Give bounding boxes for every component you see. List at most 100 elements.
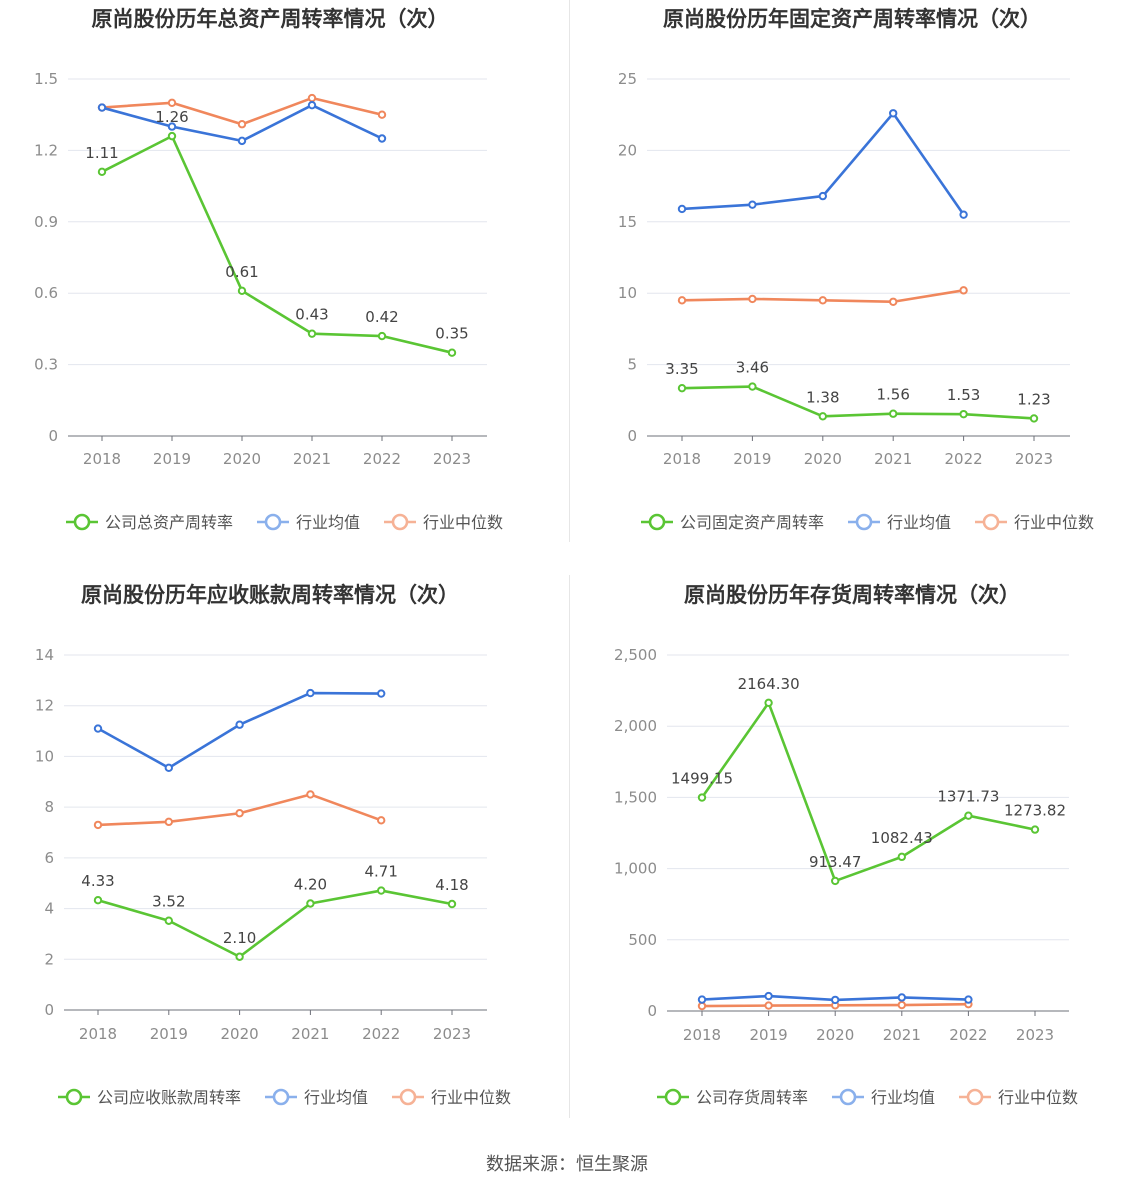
data-point[interactable] [93, 896, 103, 905]
data-point[interactable] [307, 93, 317, 103]
data-point[interactable] [697, 995, 707, 1004]
data-point[interactable] [447, 348, 457, 357]
y-tick-label: 4 [44, 900, 54, 918]
data-point[interactable] [831, 876, 840, 886]
data-point[interactable] [677, 383, 687, 393]
data-point[interactable] [764, 698, 773, 708]
legend-label: 行业中位数 [431, 1088, 511, 1107]
data-point[interactable] [306, 790, 315, 799]
data-point[interactable] [235, 809, 244, 818]
data-point[interactable] [237, 136, 247, 146]
data-point[interactable] [97, 167, 107, 177]
data-label: 3.35 [665, 360, 698, 378]
data-point[interactable] [164, 916, 174, 925]
data-point[interactable] [677, 204, 687, 214]
data-point[interactable] [306, 688, 315, 698]
data-point[interactable] [237, 120, 247, 129]
y-tick-label: 8 [44, 798, 54, 816]
data-label: 1499.15 [671, 770, 733, 788]
legend-circle-icon [982, 513, 1000, 531]
data-point[interactable] [377, 134, 387, 143]
data-label: 1273.82 [1004, 802, 1066, 820]
legend-item[interactable]: 行业均值 [257, 513, 360, 532]
legend-item[interactable]: 公司应收账款周转率 [58, 1088, 241, 1107]
data-point[interactable] [831, 995, 840, 1005]
data-point[interactable] [964, 811, 973, 820]
legend-item[interactable]: 行业中位数 [384, 513, 503, 532]
data-point[interactable] [447, 899, 457, 909]
data-point[interactable] [237, 286, 247, 296]
data-point[interactable] [889, 109, 898, 118]
data-point[interactable] [164, 817, 174, 827]
series-line [97, 889, 453, 959]
x-tick-label: 2019 [150, 1025, 188, 1043]
data-point[interactable] [748, 294, 757, 304]
data-point[interactable] [959, 286, 968, 295]
data-point[interactable] [818, 191, 828, 201]
legend-label: 行业中位数 [423, 513, 503, 532]
data-point[interactable] [818, 296, 828, 305]
data-point[interactable] [377, 886, 386, 895]
data-point[interactable] [235, 720, 244, 729]
data-point[interactable] [889, 409, 898, 418]
legend-item[interactable]: 行业中位数 [959, 1088, 1078, 1107]
legend-item[interactable]: 公司存货周转率 [657, 1088, 808, 1107]
data-point[interactable] [235, 952, 244, 961]
data-point[interactable] [897, 1000, 906, 1010]
data-point[interactable] [377, 816, 386, 825]
chart-title: 原尚股份历年总资产周转率情况（次） [92, 7, 449, 31]
data-point[interactable] [818, 412, 828, 421]
data-label: 913.47 [809, 853, 862, 871]
legend-item[interactable]: 行业中位数 [392, 1088, 511, 1107]
data-point[interactable] [964, 995, 973, 1004]
data-point[interactable] [306, 899, 315, 908]
data-point[interactable] [164, 763, 174, 773]
x-tick-label: 2020 [816, 1026, 854, 1044]
data-label: 2164.30 [738, 675, 800, 693]
data-point[interactable] [897, 852, 906, 862]
x-tick-label: 2018 [683, 1026, 721, 1044]
y-tick-label: 0.6 [34, 284, 58, 302]
data-label: 1.38 [806, 388, 839, 406]
legend-item[interactable]: 公司总资产周转率 [66, 513, 233, 532]
data-label: 1082.43 [871, 829, 933, 847]
data-point[interactable] [748, 382, 757, 391]
data-point[interactable] [377, 331, 387, 341]
data-point[interactable] [93, 820, 103, 830]
legend-item[interactable]: 行业中位数 [975, 513, 1094, 532]
chart-panel-receivables: 原尚股份历年应收账款周转率情况（次） 0 2 4 6 8 10 12 14 2018 2019 202… [0, 577, 567, 1154]
data-point[interactable] [764, 991, 773, 1001]
x-tick-label: 2022 [945, 450, 983, 468]
data-point[interactable] [897, 993, 906, 1002]
data-point[interactable] [377, 689, 386, 698]
legend-item[interactable]: 行业均值 [848, 513, 951, 532]
data-point[interactable] [167, 98, 177, 108]
data-point[interactable] [748, 200, 757, 209]
x-tick-label: 2022 [362, 1025, 400, 1043]
data-point[interactable] [97, 103, 107, 112]
data-point[interactable] [307, 329, 317, 338]
data-point[interactable] [377, 110, 387, 119]
data-point[interactable] [959, 409, 968, 419]
data-point[interactable] [1030, 825, 1040, 834]
data-point[interactable] [889, 297, 898, 306]
data-point[interactable] [167, 131, 177, 141]
legend-label: 行业均值 [296, 513, 360, 532]
data-point[interactable] [677, 296, 687, 305]
data-point[interactable] [764, 1001, 773, 1010]
data-point[interactable] [1029, 414, 1039, 423]
data-point[interactable] [167, 122, 177, 131]
data-point[interactable] [307, 100, 317, 110]
legend-item[interactable]: 公司固定资产周转率 [641, 513, 824, 532]
data-label: 1.23 [1017, 390, 1050, 408]
x-tick-label: 2022 [949, 1026, 987, 1044]
legend-circle-icon [399, 1088, 417, 1106]
y-tick-label: 1.5 [34, 70, 58, 88]
legend-item[interactable]: 行业均值 [832, 1088, 935, 1107]
legend-item[interactable]: 行业均值 [265, 1088, 368, 1107]
x-tick-label: 2021 [291, 1025, 329, 1043]
data-point[interactable] [697, 793, 707, 802]
data-point[interactable] [93, 724, 103, 733]
data-label: 1.26 [155, 108, 188, 126]
data-point[interactable] [959, 210, 968, 219]
